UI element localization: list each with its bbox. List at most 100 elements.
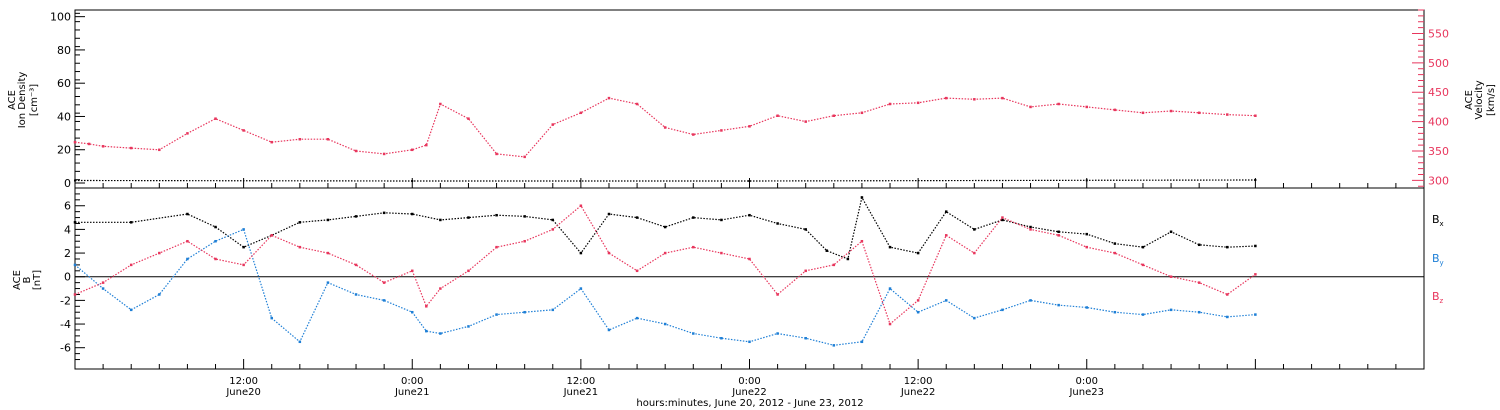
velocity-point bbox=[298, 137, 302, 141]
by-point bbox=[692, 332, 695, 335]
velocity-point bbox=[354, 149, 358, 153]
by-point bbox=[298, 340, 302, 344]
bz-point bbox=[467, 269, 470, 273]
by-point bbox=[101, 287, 105, 290]
bx-point bbox=[214, 225, 217, 229]
bz-point bbox=[551, 228, 555, 231]
top-left-axis: 0 20 40 60 80 100 bbox=[50, 11, 85, 190]
velocity-tick-label: 350 bbox=[1428, 145, 1449, 158]
bx-point bbox=[720, 218, 723, 222]
bz-point bbox=[495, 245, 498, 249]
data-points bbox=[73, 96, 1257, 347]
bx-point bbox=[804, 228, 807, 231]
by-point bbox=[467, 325, 470, 328]
density-tick-label: 20 bbox=[57, 144, 71, 157]
velocity-point bbox=[158, 148, 161, 152]
by-point bbox=[382, 299, 386, 302]
x-tick-date: June22 bbox=[900, 387, 936, 398]
bx-point bbox=[523, 215, 526, 218]
bz-point bbox=[776, 293, 779, 296]
velocity-point bbox=[523, 155, 526, 159]
bx-point bbox=[973, 228, 976, 231]
bz-point bbox=[804, 269, 807, 273]
bx-point bbox=[551, 218, 555, 222]
density-axis-unit: [cm⁻³] bbox=[29, 84, 40, 116]
bz-point bbox=[298, 245, 302, 249]
velocity-axis-line2: Velocity bbox=[1474, 80, 1485, 119]
by-point bbox=[242, 228, 245, 231]
x-tick-time: 0:00 bbox=[1076, 376, 1098, 387]
by-point bbox=[186, 257, 189, 261]
by-point bbox=[214, 239, 217, 243]
bx-point bbox=[846, 257, 850, 261]
bx-point bbox=[1085, 232, 1088, 236]
legend-bx: Bx bbox=[1432, 213, 1444, 228]
bz-point bbox=[523, 239, 526, 243]
velocity-tick-label: 400 bbox=[1428, 116, 1449, 129]
bz-point bbox=[214, 257, 217, 261]
bx-point bbox=[467, 216, 470, 219]
bz-point bbox=[1085, 245, 1088, 249]
top-right-axis: 300 350 400 450 500 550 bbox=[1412, 9, 1449, 187]
velocity-point bbox=[87, 142, 91, 146]
by-point bbox=[1197, 310, 1201, 314]
by-point bbox=[73, 263, 77, 267]
by-point bbox=[1001, 308, 1004, 312]
bz-point bbox=[73, 293, 77, 296]
density-axis-line1: ACE bbox=[7, 90, 18, 110]
x-axis-title: hours:minutes, June 20, 2012 - June 23, … bbox=[636, 398, 863, 409]
bx-point bbox=[579, 251, 583, 255]
bz-point bbox=[663, 251, 667, 255]
bz-point bbox=[326, 251, 330, 255]
x-tick-time: 0:00 bbox=[401, 376, 423, 387]
bz-point bbox=[101, 281, 105, 284]
top-panel-frame bbox=[74, 9, 1425, 189]
velocity-point bbox=[326, 137, 330, 141]
bx-point bbox=[692, 216, 695, 219]
bz-point bbox=[692, 245, 695, 249]
by-point bbox=[663, 322, 667, 326]
density-point bbox=[1085, 179, 1088, 182]
velocity-point bbox=[382, 152, 386, 156]
velocity-point bbox=[1254, 114, 1257, 117]
velocity-point bbox=[425, 143, 428, 147]
by-point bbox=[1141, 313, 1145, 316]
bx-point bbox=[1113, 242, 1117, 245]
bx-point bbox=[663, 225, 667, 229]
b-axis-line2: B bbox=[22, 276, 33, 283]
bz-point bbox=[1029, 228, 1032, 231]
by-point bbox=[439, 332, 442, 335]
bz-point bbox=[186, 239, 189, 243]
bz-point bbox=[860, 239, 864, 243]
velocity-tick-label: 550 bbox=[1428, 27, 1449, 40]
by-point bbox=[973, 316, 976, 320]
by-point bbox=[579, 287, 583, 290]
velocity-point bbox=[439, 102, 442, 106]
by-point bbox=[860, 340, 864, 344]
bz-point bbox=[1226, 293, 1229, 296]
bz-point bbox=[425, 305, 428, 308]
bz-point bbox=[832, 263, 836, 267]
density-tick-label: 80 bbox=[57, 44, 71, 57]
x-tick-date: June22 bbox=[731, 387, 767, 398]
x-tick-date: June20 bbox=[225, 387, 261, 398]
velocity-point bbox=[635, 102, 639, 106]
velocity-point bbox=[944, 96, 948, 100]
bx-point bbox=[186, 212, 189, 216]
by-point bbox=[411, 310, 414, 314]
bz-trace bbox=[74, 204, 1256, 326]
bx-point bbox=[326, 218, 330, 222]
bz-point bbox=[382, 281, 386, 284]
velocity-point bbox=[242, 129, 245, 132]
bx-point bbox=[1197, 243, 1201, 247]
bx-point bbox=[242, 245, 245, 249]
velocity-point bbox=[1226, 113, 1229, 116]
bz-point bbox=[916, 299, 920, 302]
x-tick-date: June21 bbox=[563, 387, 599, 398]
b-tick-label: 4 bbox=[64, 223, 71, 236]
by-point bbox=[776, 332, 779, 335]
by-point bbox=[1169, 308, 1173, 312]
density-point bbox=[1254, 179, 1257, 182]
by-point bbox=[944, 299, 948, 302]
by-point bbox=[607, 328, 611, 332]
